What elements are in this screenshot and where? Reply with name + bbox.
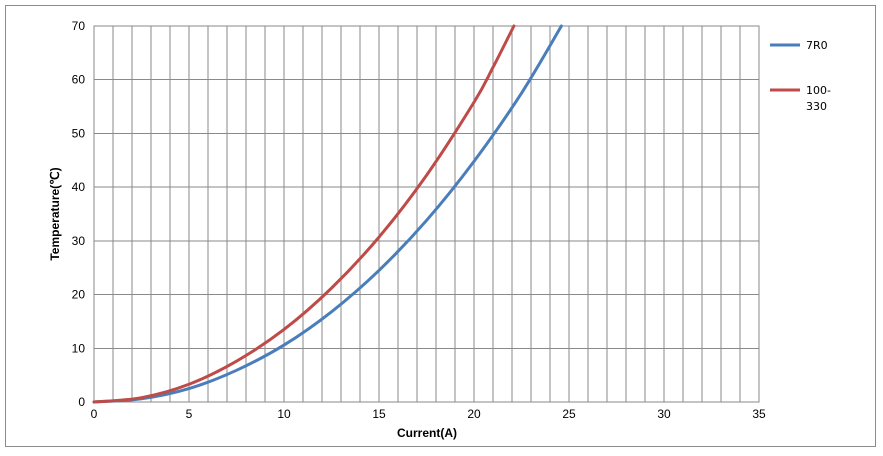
x-tick-label: 0: [91, 407, 98, 421]
x-tick-label: 30: [657, 407, 671, 421]
x-tick-label: 10: [277, 407, 291, 421]
y-tick-label: 50: [72, 126, 86, 140]
y-tick-label: 0: [78, 395, 85, 409]
legend: 7R0 100-330: [770, 39, 831, 113]
series-layer: [92, 24, 563, 404]
y-tick-label: 70: [72, 19, 86, 33]
chart-frame: [5, 5, 876, 447]
y-axis: 0 10 20 30 40 50 60 70: [72, 19, 86, 409]
y-axis-title: Temperature(℃): [48, 167, 62, 260]
x-axis: 0 5 10 15 20 25 30 35: [91, 407, 766, 421]
legend-label: 7R0: [806, 39, 828, 52]
plot-area: [93, 25, 760, 403]
x-tick-label: 25: [562, 407, 576, 421]
x-tick-label: 35: [752, 407, 766, 421]
legend-label: 100-330: [806, 84, 831, 113]
x-tick-label: 15: [372, 407, 386, 421]
x-tick-label: 5: [186, 407, 193, 421]
y-tick-label: 20: [72, 288, 86, 302]
x-tick-label: 20: [467, 407, 481, 421]
x-axis-title: Current(A): [397, 426, 457, 440]
plot-border: [93, 25, 760, 403]
series-line: [92, 24, 516, 404]
y-tick-label: 30: [72, 234, 86, 248]
y-tick-label: 60: [72, 73, 86, 87]
grid-lines: [93, 25, 760, 403]
y-tick-label: 40: [72, 180, 86, 194]
series-line: [92, 24, 563, 404]
y-tick-label: 10: [72, 341, 86, 355]
